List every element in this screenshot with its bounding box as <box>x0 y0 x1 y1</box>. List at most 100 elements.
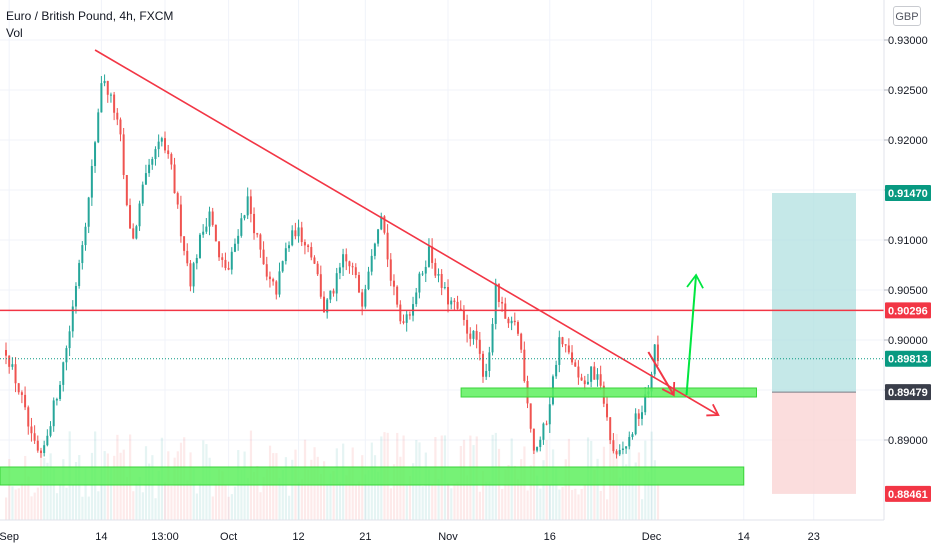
candle-body <box>253 213 256 234</box>
candle-body <box>405 314 408 323</box>
volume-bar <box>453 483 456 520</box>
volume-bar <box>526 490 529 520</box>
candle-body <box>342 254 345 268</box>
candle-body <box>326 299 329 313</box>
candle-body <box>52 400 55 427</box>
volume-bar <box>338 481 342 520</box>
price-tag-bg <box>885 350 931 367</box>
volume-bar <box>27 476 30 520</box>
candle-body <box>555 364 558 377</box>
candle-body <box>621 448 624 451</box>
candle-body <box>262 249 265 265</box>
volume-bar <box>84 468 87 520</box>
candle-body <box>173 164 176 194</box>
candle-body <box>33 433 36 441</box>
candle-body <box>628 437 631 447</box>
candle-body <box>113 94 116 113</box>
candle-body <box>402 321 405 323</box>
candle-body <box>574 362 577 367</box>
candle-body <box>656 344 659 362</box>
candle-body <box>129 205 132 229</box>
volume-bar <box>478 491 482 520</box>
candle-body <box>100 83 103 113</box>
volume-bar <box>450 488 453 520</box>
candle-body <box>396 286 399 305</box>
volume-bar <box>520 459 523 520</box>
candle-body <box>122 134 125 175</box>
volume-bar <box>5 497 8 520</box>
volume-bar <box>656 483 660 520</box>
y-tick-label: 0.91000 <box>888 235 928 247</box>
volume-label: Vol <box>6 26 23 40</box>
volume-bar <box>173 457 176 520</box>
candle-body <box>300 227 303 243</box>
candle-body <box>144 173 147 185</box>
loss-zone <box>772 392 856 494</box>
candle-body <box>478 339 481 354</box>
candle-body <box>97 112 100 143</box>
volume-bar <box>536 475 539 520</box>
volume-bar <box>558 489 561 520</box>
x-tick-label: 14 <box>95 531 107 543</box>
candle-body <box>475 330 478 340</box>
candle-body <box>450 300 453 305</box>
candle-body <box>265 264 268 277</box>
candle-body <box>297 227 300 237</box>
volume-bar <box>348 467 351 520</box>
candle-body <box>586 381 589 385</box>
candle-body <box>43 445 46 454</box>
time-axis: Sep 14 13:00 Oct 12 21 Nov 16 Dec 14 23 <box>0 531 820 543</box>
candle-body <box>189 263 192 287</box>
currency-button[interactable]: GBP <box>893 6 921 26</box>
x-tick-label: Oct <box>220 531 237 543</box>
volume-bar <box>599 490 602 520</box>
volume-bar <box>106 453 109 520</box>
volume-bar <box>281 469 284 520</box>
candle-body <box>580 377 583 381</box>
candle-body <box>520 333 523 350</box>
candle-body <box>338 267 341 274</box>
volume-bar <box>227 496 230 520</box>
candle-body <box>380 216 383 230</box>
candle-body <box>227 267 230 270</box>
candle-body <box>516 322 519 334</box>
candle-body <box>609 417 612 441</box>
candle-body <box>354 267 357 276</box>
candle-body <box>653 344 656 375</box>
volume-bar <box>253 471 256 520</box>
x-tick-label: Dec <box>642 531 662 543</box>
candle-body <box>466 319 469 334</box>
volume-bar <box>367 470 370 520</box>
volume-bar <box>329 473 332 520</box>
volume-bar <box>631 467 634 520</box>
volume-bar <box>141 492 144 520</box>
price-tag-bg <box>885 302 931 319</box>
volume-bar <box>24 455 27 520</box>
candle-body <box>431 246 434 263</box>
candle-body <box>103 80 106 84</box>
candle-body <box>399 304 402 322</box>
volume-bar <box>198 482 202 520</box>
candle-body <box>539 439 542 448</box>
volume-bar <box>392 464 396 520</box>
volume-bar <box>408 475 412 520</box>
volume-bar <box>157 471 160 520</box>
candle-body <box>564 344 567 346</box>
x-tick-label: Sep <box>0 531 19 543</box>
candle-body <box>548 404 551 425</box>
volume-bar <box>71 485 74 520</box>
candle-body <box>523 349 526 382</box>
candle-body <box>567 345 570 353</box>
volume-bar <box>167 451 170 520</box>
candle-body <box>421 273 424 275</box>
price-tags: 0.91470 0.90296 0.89813 0.89479 0.88461 <box>885 185 931 502</box>
candle-body <box>650 374 653 392</box>
volume-bar <box>240 469 243 520</box>
candle-body <box>513 320 516 323</box>
candle-body <box>164 138 166 151</box>
candles <box>5 74 659 459</box>
candle-body <box>377 229 380 244</box>
volume-bar <box>319 474 323 520</box>
up-arrow-head <box>686 273 704 289</box>
